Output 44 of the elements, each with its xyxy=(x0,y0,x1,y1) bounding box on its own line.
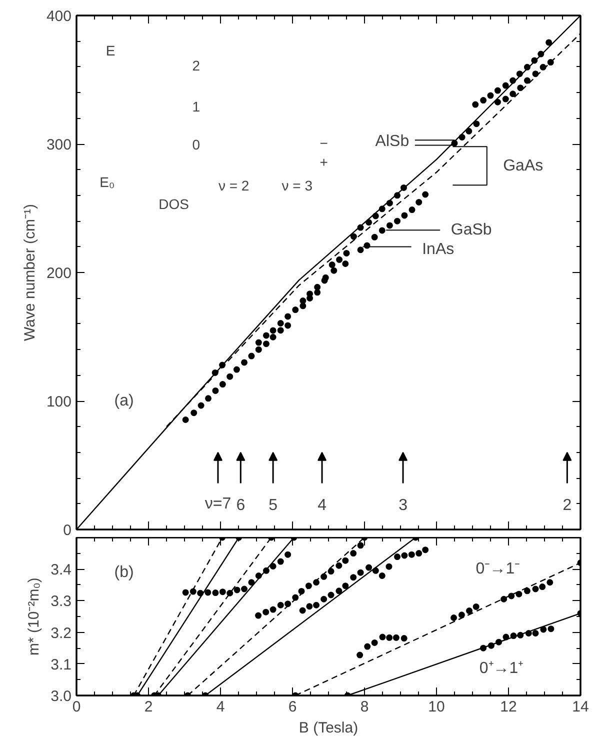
annotation: GaSb xyxy=(450,222,492,239)
y-axis-title: Wave number (cm⁻¹) xyxy=(21,204,38,341)
y-tick-label: 400 xyxy=(46,8,72,25)
y-tick-label: 3.3 xyxy=(50,593,72,610)
annotation: − xyxy=(320,135,328,152)
x-tick-label: 10 xyxy=(428,698,445,716)
annotation: E xyxy=(106,42,116,58)
annotation: 6 xyxy=(236,496,246,514)
annotation: DOS xyxy=(158,196,190,212)
annotation: GaAs xyxy=(503,157,544,174)
y-tick-label: 3.0 xyxy=(50,688,72,705)
x-tick-label: 12 xyxy=(500,698,517,716)
y-tick-label: 100 xyxy=(46,394,72,410)
y-tick-label: 3.1 xyxy=(50,656,72,674)
annotation: 0⁺→1⁺ xyxy=(479,660,524,678)
annotation: AlSb xyxy=(375,132,410,150)
annotation: 2 xyxy=(192,58,200,74)
x-axis-title: B (Tesla) xyxy=(298,720,358,736)
annotation: ν=7 xyxy=(204,495,232,512)
x-tick-label: 2 xyxy=(144,698,153,716)
annotation: (b) xyxy=(114,564,134,581)
x-tick-label: 8 xyxy=(360,698,369,716)
annotation: 5 xyxy=(268,496,278,514)
annotation: 4 xyxy=(318,496,327,514)
annotation: 1 xyxy=(192,98,200,114)
y-axis-title: m* (10⁻²m₀) xyxy=(26,578,43,656)
annotation: + xyxy=(320,154,328,170)
annotation: ν = 2 xyxy=(218,178,250,194)
x-tick-label: 4 xyxy=(216,698,225,716)
annotation: 2 xyxy=(562,496,572,514)
y-tick-label: 300 xyxy=(46,136,72,154)
y-tick-label: 200 xyxy=(46,265,72,282)
annotation: 0 xyxy=(192,136,200,152)
annotation: (a) xyxy=(114,392,134,410)
y-tick-label: 0 xyxy=(63,522,72,539)
x-tick-label: 6 xyxy=(288,698,297,716)
annotation: ν = 3 xyxy=(282,178,313,194)
annotation: E₀ xyxy=(100,174,115,190)
y-tick-label: 3.4 xyxy=(50,562,72,579)
annotation: InAs xyxy=(422,240,454,258)
y-tick-label: 3.2 xyxy=(50,624,72,642)
x-tick-label: 14 xyxy=(572,698,589,716)
annotation: 3 xyxy=(398,496,408,514)
annotation: 0⁻→1⁻ xyxy=(476,560,520,578)
